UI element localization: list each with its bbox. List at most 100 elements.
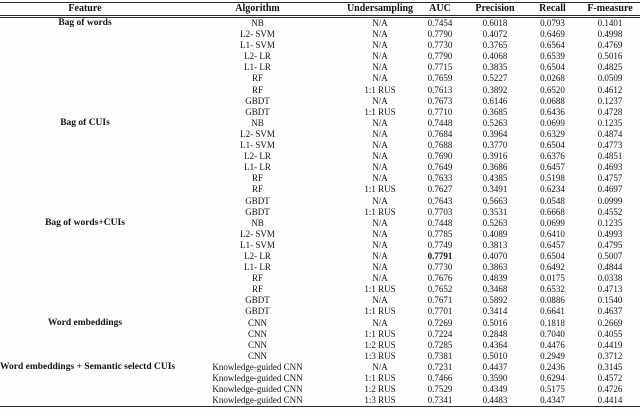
precision-cell: 0.3685 (482, 106, 508, 117)
recall-cell: 0.0699 (540, 117, 565, 128)
algorithm-cell: L1- SVM (240, 140, 275, 151)
undersampling-cell: N/A (372, 18, 388, 28)
table-row: GBDT 1:1 RUS 0.7701 0.3414 0.6641 0.4637 (0, 306, 640, 317)
auc-cell: 0.7684 (427, 128, 453, 139)
table-row: GBDT N/A 0.7671 0.5892 0.0886 0.1540 (0, 295, 640, 306)
feature-cell (0, 184, 170, 195)
header-row: Feature Algorithm Undersampling AUC Prec… (0, 2, 640, 18)
feature-cell (0, 351, 170, 362)
feature-cell (0, 62, 170, 73)
auc-cell: 0.7715 (427, 62, 453, 73)
algorithm-cell: L1- LR (244, 162, 271, 173)
fmeasure-cell: 0.4728 (597, 106, 623, 117)
fmeasure-cell: 0.4795 (597, 239, 623, 250)
recall-cell: 0.6457 (540, 239, 565, 250)
recall-cell: 0.2949 (540, 350, 565, 361)
recall-cell: 0.0688 (540, 95, 565, 106)
fmeasure-cell: 0.0338 (597, 273, 623, 284)
recall-cell: 0.7040 (540, 328, 565, 339)
auc-cell: 0.7701 (427, 306, 453, 317)
algorithm-cell: GBDT (245, 95, 270, 106)
table-row: GBDT N/A 0.7643 0.5663 0.0548 0.0999 (0, 196, 640, 207)
undersampling-cell: 1:3 RUS (364, 395, 396, 406)
algorithm-cell: RF (251, 184, 263, 195)
precision-cell: 0.3531 (482, 206, 508, 217)
precision-cell: 0.3590 (482, 373, 508, 383)
undersampling-cell: N/A (372, 51, 388, 62)
table-row: GBDT N/A 0.7673 0.6146 0.0688 0.1237 (0, 96, 640, 107)
undersampling-cell: N/A (372, 151, 388, 162)
recall-cell: 0.4347 (540, 395, 565, 406)
table-row: Bag of words+CUIs NB N/A 0.7448 0.5263 0.0699… (0, 218, 640, 229)
fmeasure-cell: 0.4414 (597, 395, 623, 406)
undersampling-cell: 1:1 RUS (364, 206, 396, 217)
precision-cell: 0.5263 (482, 117, 508, 128)
undersampling-cell: N/A (372, 173, 388, 184)
feature-cell (0, 207, 170, 218)
auc-cell: 0.7688 (427, 140, 453, 151)
table-row: RF N/A 0.7676 0.4839 0.0175 0.0338 (0, 273, 640, 284)
feature-cell (0, 73, 170, 84)
table-row: Bag of CUIs NB N/A 0.7448 0.5263 0.0699 0.1235 (0, 118, 640, 129)
feature-cell (0, 306, 170, 317)
algorithm-cell: CNN (247, 350, 267, 361)
algorithm-cell: RF (251, 273, 263, 284)
table-row: Word embeddings + Semantic selectd CUIs K… (0, 362, 640, 373)
undersampling-cell: N/A (372, 117, 388, 128)
fmeasure-cell: 0.4726 (597, 384, 623, 395)
fmeasure-cell: 0.1540 (597, 295, 623, 306)
recall-cell: 0.0268 (540, 73, 565, 84)
precision-cell: 0.6018 (482, 18, 508, 28)
algorithm-cell: L1- SVM (240, 40, 275, 51)
fmeasure-cell: 0.4874 (597, 128, 623, 139)
algorithm-cell: Knowledge-guided CNN (212, 384, 303, 395)
table-row: CNN 1:2 RUS 0.7285 0.4364 0.4476 0.4419 (0, 340, 640, 351)
fmeasure-cell: 0.4055 (597, 328, 623, 339)
precision-cell: 0.4349 (482, 384, 508, 395)
precision-cell: 0.3916 (482, 151, 508, 162)
recall-cell: 0.6492 (540, 262, 565, 273)
table-row: Knowledge-guided CNN 1:1 RUS 0.7466 0.3590 0… (0, 373, 640, 384)
column-header-recall: Recall (525, 2, 580, 18)
undersampling-cell: 1:1 RUS (364, 106, 396, 117)
undersampling-cell: N/A (372, 40, 388, 51)
feature-cell (0, 85, 170, 96)
table-row: RF 1:1 RUS 0.7627 0.3491 0.6234 0.4697 (0, 184, 640, 195)
recall-cell: 0.0548 (540, 195, 565, 206)
auc-cell: 0.7730 (427, 40, 453, 51)
auc-cell: 0.7341 (427, 395, 453, 406)
recall-cell: 0.6410 (540, 228, 565, 239)
auc-cell: 0.7790 (427, 29, 453, 40)
table-row: L1- LR N/A 0.7730 0.3863 0.6492 0.4844 (0, 262, 640, 273)
fmeasure-cell: 0.4697 (597, 184, 623, 195)
recall-cell: 0.6436 (540, 106, 565, 117)
auc-cell: 0.7633 (427, 173, 453, 184)
algorithm-cell: CNN (247, 328, 267, 339)
precision-cell: 0.3863 (482, 262, 508, 273)
auc-cell: 0.7466 (427, 373, 453, 383)
auc-cell: 0.7676 (427, 273, 453, 284)
column-header-algorithm: Algorithm (170, 2, 345, 18)
algorithm-cell: L2- LR (244, 51, 271, 62)
feature-cell (0, 140, 170, 151)
table-row: Knowledge-guided CNN 1:2 RUS 0.7529 0.4349 0… (0, 384, 640, 395)
precision-cell: 0.5016 (482, 317, 508, 328)
fmeasure-cell: 0.4713 (597, 284, 623, 295)
recall-cell: 0.6641 (540, 306, 565, 317)
fmeasure-cell: 0.3145 (597, 361, 623, 372)
fmeasure-cell: 0.3712 (597, 350, 623, 361)
table-row: L2- LR N/A 0.7791 0.4070 0.6504 0.5007 (0, 251, 640, 262)
recall-cell: 0.5198 (540, 173, 565, 184)
table-row: RF N/A 0.7633 0.4385 0.5198 0.4757 (0, 173, 640, 184)
table-row: RF 1:1 RUS 0.7613 0.3892 0.6520 0.4612 (0, 85, 640, 96)
fmeasure-cell: 0.4612 (597, 84, 623, 95)
feature-cell (0, 373, 170, 384)
undersampling-cell: N/A (372, 62, 388, 73)
recall-cell: 0.0175 (540, 273, 565, 284)
column-header-feature: Feature (0, 2, 170, 18)
recall-cell: 0.5175 (540, 384, 565, 395)
auc-cell: 0.7224 (427, 328, 453, 339)
fmeasure-cell: 0.1401 (597, 18, 623, 28)
feature-cell: Word embeddings (47, 317, 123, 328)
recall-cell: 0.6234 (540, 184, 565, 195)
